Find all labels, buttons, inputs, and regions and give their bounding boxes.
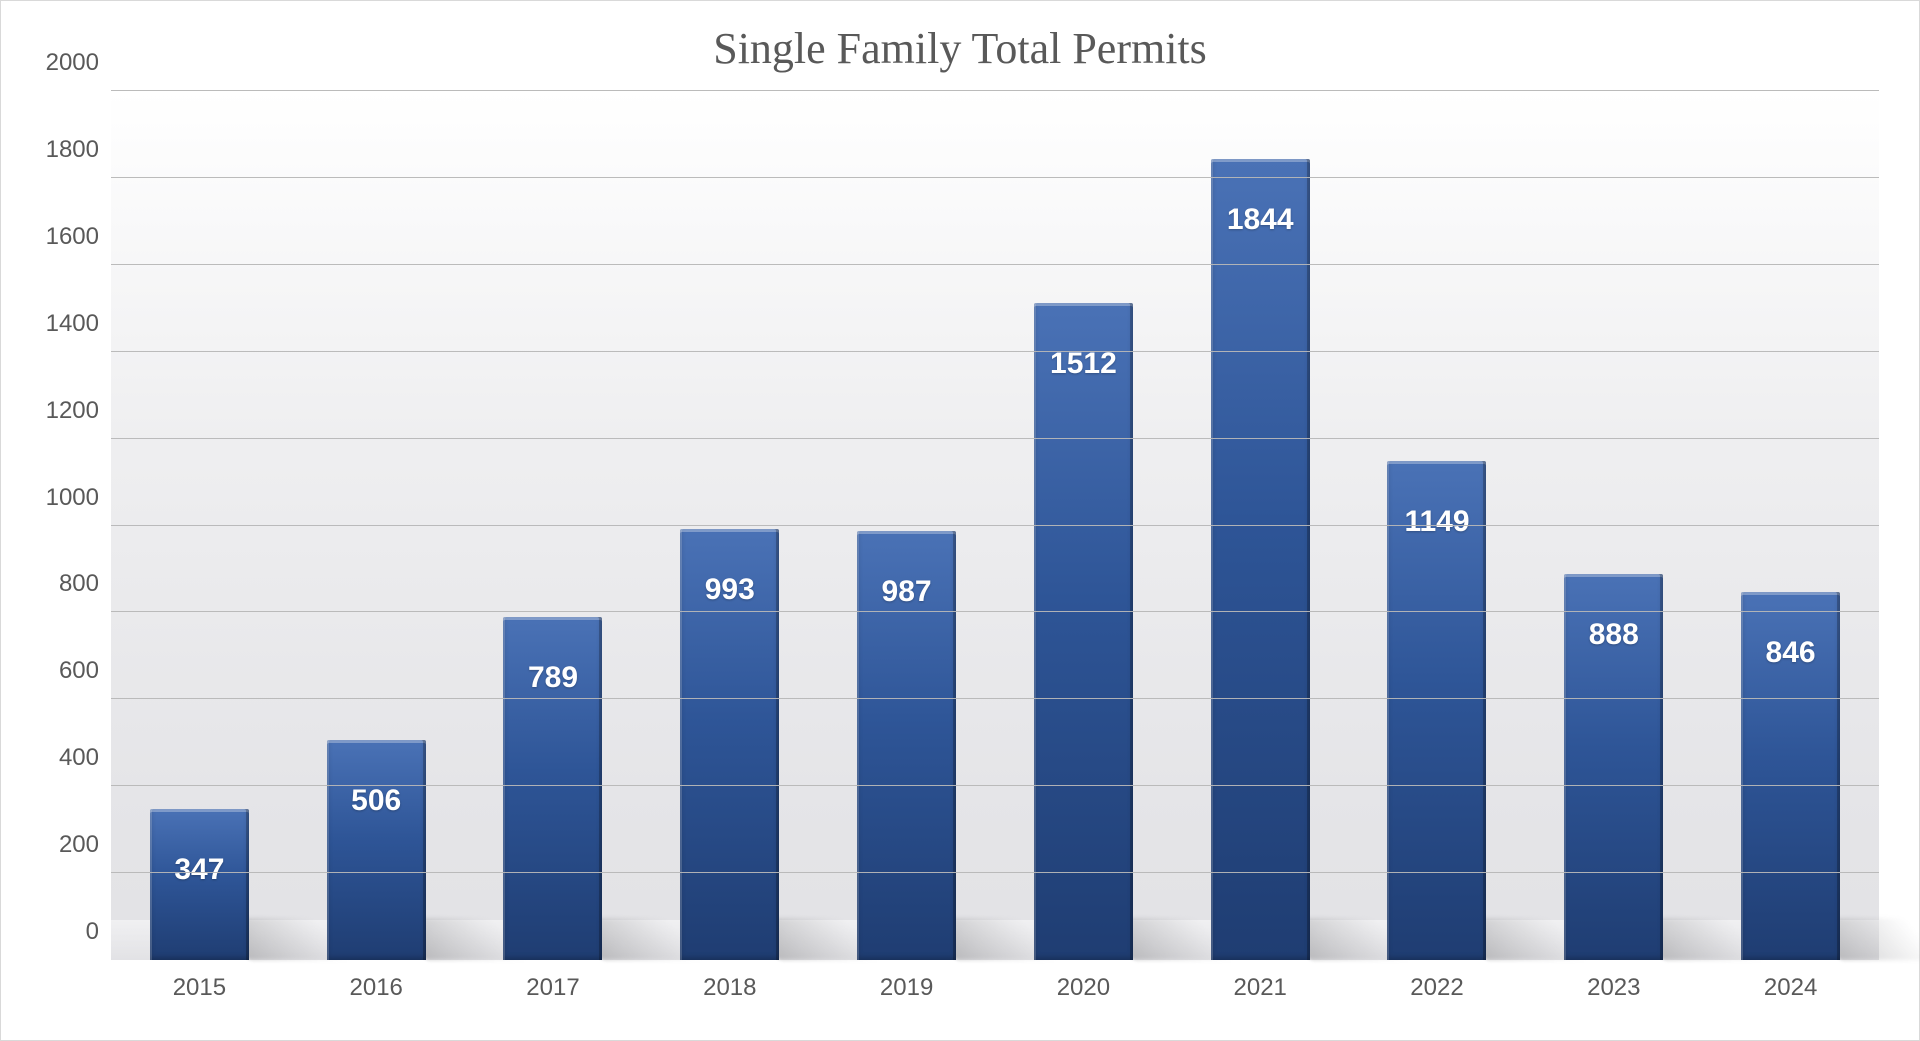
gridline bbox=[111, 90, 1879, 91]
x-tick-label: 2023 bbox=[1587, 974, 1640, 1002]
bar-value-label: 1149 bbox=[1387, 505, 1486, 539]
chart-title: Single Family Total Permits bbox=[1, 23, 1919, 74]
y-tick-label: 800 bbox=[59, 570, 111, 598]
x-tick-label: 2017 bbox=[526, 974, 579, 1002]
gridline bbox=[111, 698, 1879, 699]
x-tick-label: 2015 bbox=[173, 974, 226, 1002]
bar: 347 bbox=[150, 809, 249, 960]
bar-value-label: 789 bbox=[503, 661, 602, 695]
bar-slot: 888 bbox=[1525, 91, 1702, 960]
bar: 846 bbox=[1741, 592, 1840, 960]
y-tick-label: 1600 bbox=[46, 223, 111, 251]
bar-value-label: 506 bbox=[327, 784, 426, 818]
y-tick-label: 1000 bbox=[46, 484, 111, 512]
y-tick-label: 600 bbox=[59, 657, 111, 685]
bar-slot: 506 bbox=[288, 91, 465, 960]
bar: 993 bbox=[680, 529, 779, 960]
bar: 987 bbox=[857, 531, 956, 960]
bar-slot: 846 bbox=[1702, 91, 1879, 960]
bar-slot: 1149 bbox=[1349, 91, 1526, 960]
x-tick-label: 2020 bbox=[1057, 974, 1110, 1002]
y-tick-label: 1800 bbox=[46, 136, 111, 164]
bar-slot: 1844 bbox=[1172, 91, 1349, 960]
bar-value-label: 888 bbox=[1564, 618, 1663, 652]
bar-slot: 993 bbox=[641, 91, 818, 960]
x-tick-label: 2022 bbox=[1410, 974, 1463, 1002]
plot-wrap: 347 506 789 993 987 1512 1844 1149 888 846 0 200 40… bbox=[31, 91, 1879, 1010]
gridline bbox=[111, 872, 1879, 873]
y-tick-label: 200 bbox=[59, 831, 111, 859]
x-tick-label: 2018 bbox=[703, 974, 756, 1002]
bar: 1149 bbox=[1387, 461, 1486, 960]
x-axis: 2015 2016 2017 2018 2019 2020 2021 2022 2023 2024 bbox=[111, 960, 1879, 1010]
x-tick-label: 2016 bbox=[349, 974, 402, 1002]
gridline bbox=[111, 351, 1879, 352]
bar-value-label: 1512 bbox=[1034, 347, 1133, 381]
gridline bbox=[111, 525, 1879, 526]
bar-value-label: 347 bbox=[150, 853, 249, 887]
bar-slot: 987 bbox=[818, 91, 995, 960]
bar-slot: 789 bbox=[465, 91, 642, 960]
bar-value-label: 1844 bbox=[1211, 203, 1310, 237]
gridline bbox=[111, 438, 1879, 439]
bar: 789 bbox=[503, 617, 602, 960]
bar-value-label: 987 bbox=[857, 575, 956, 609]
y-tick-label: 2000 bbox=[46, 49, 111, 77]
y-tick-label: 0 bbox=[86, 918, 111, 946]
bar-value-label: 993 bbox=[680, 573, 779, 607]
gridline bbox=[111, 264, 1879, 265]
x-tick-label: 2019 bbox=[880, 974, 933, 1002]
x-tick-label: 2024 bbox=[1764, 974, 1817, 1002]
bar: 506 bbox=[327, 740, 426, 960]
bar-value-label: 846 bbox=[1741, 636, 1840, 670]
bar-slot: 1512 bbox=[995, 91, 1172, 960]
bar: 1844 bbox=[1211, 159, 1310, 960]
bar-slot: 347 bbox=[111, 91, 288, 960]
y-tick-label: 400 bbox=[59, 744, 111, 772]
gridline bbox=[111, 611, 1879, 612]
bar-series: 347 506 789 993 987 1512 1844 1149 888 846 bbox=[111, 91, 1879, 960]
bar: 888 bbox=[1564, 574, 1663, 960]
y-tick-label: 1200 bbox=[46, 397, 111, 425]
plot-area: 347506789993987151218441149888846 020040… bbox=[111, 91, 1879, 960]
gridline bbox=[111, 177, 1879, 178]
chart-frame: Single Family Total Permits 347 506 789 993… bbox=[0, 0, 1920, 1041]
bar: 1512 bbox=[1034, 303, 1133, 960]
gridline bbox=[111, 785, 1879, 786]
y-tick-label: 1400 bbox=[46, 310, 111, 338]
x-tick-label: 2021 bbox=[1233, 974, 1286, 1002]
